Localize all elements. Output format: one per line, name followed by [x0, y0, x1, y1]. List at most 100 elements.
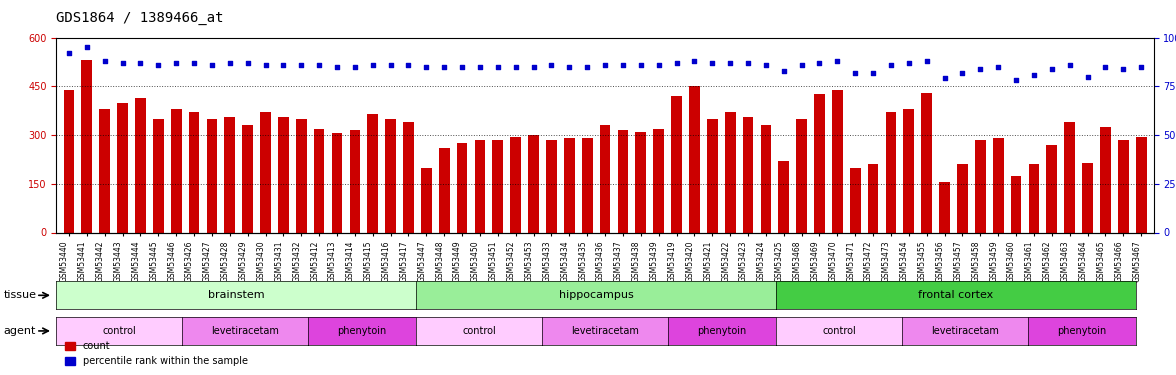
- Point: [1042, 66, 1061, 72]
- Bar: [1136, 136, 1147, 232]
- Bar: [367, 114, 379, 232]
- Bar: [332, 134, 342, 232]
- Bar: [64, 90, 74, 232]
- Bar: [1064, 122, 1075, 232]
- Point: [953, 70, 971, 76]
- Point: [507, 64, 526, 70]
- Point: [577, 64, 596, 70]
- Text: control: control: [822, 326, 856, 336]
- Bar: [118, 102, 128, 232]
- Point: [882, 62, 901, 68]
- Point: [488, 64, 507, 70]
- Point: [828, 58, 847, 64]
- Point: [846, 70, 864, 76]
- Bar: [635, 132, 646, 232]
- Text: control: control: [102, 326, 136, 336]
- Text: frontal cortex: frontal cortex: [918, 290, 994, 300]
- Point: [774, 68, 793, 74]
- Bar: [743, 117, 754, 232]
- Text: phenytoin: phenytoin: [697, 326, 747, 336]
- Point: [60, 50, 79, 56]
- Point: [220, 60, 239, 66]
- Point: [399, 62, 417, 68]
- Point: [793, 62, 811, 68]
- Point: [917, 58, 936, 64]
- Bar: [654, 129, 664, 232]
- Bar: [779, 161, 789, 232]
- Point: [417, 64, 436, 70]
- Point: [78, 44, 96, 50]
- Point: [1007, 77, 1025, 83]
- Point: [470, 64, 489, 70]
- Text: levetiracetam: levetiracetam: [212, 326, 279, 336]
- Bar: [99, 109, 111, 232]
- Point: [560, 64, 579, 70]
- Point: [595, 62, 614, 68]
- Point: [256, 62, 275, 68]
- Bar: [1118, 140, 1129, 232]
- Text: hippocampus: hippocampus: [559, 290, 634, 300]
- Bar: [671, 96, 682, 232]
- Bar: [296, 119, 307, 232]
- Text: GDS1864 / 1389466_at: GDS1864 / 1389466_at: [56, 11, 223, 25]
- Bar: [600, 125, 610, 232]
- Point: [935, 75, 954, 81]
- Text: levetiracetam: levetiracetam: [572, 326, 639, 336]
- Bar: [1047, 145, 1057, 232]
- Bar: [225, 117, 235, 232]
- Text: levetiracetam: levetiracetam: [931, 326, 998, 336]
- Bar: [796, 119, 807, 232]
- Point: [524, 64, 543, 70]
- Bar: [814, 94, 824, 232]
- Bar: [689, 86, 700, 232]
- Bar: [975, 140, 985, 232]
- Bar: [349, 130, 360, 232]
- Point: [149, 62, 168, 68]
- Bar: [886, 112, 896, 232]
- Bar: [493, 140, 503, 232]
- Bar: [278, 117, 289, 232]
- Bar: [761, 125, 771, 232]
- Point: [989, 64, 1008, 70]
- Text: tissue: tissue: [4, 290, 36, 300]
- Point: [381, 62, 400, 68]
- Point: [739, 60, 757, 66]
- Bar: [1100, 127, 1111, 232]
- Text: brainstem: brainstem: [208, 290, 265, 300]
- Point: [1024, 72, 1043, 78]
- Bar: [260, 112, 270, 232]
- Point: [810, 60, 829, 66]
- Bar: [957, 164, 968, 232]
- Point: [1131, 64, 1150, 70]
- Point: [435, 64, 454, 70]
- Text: control: control: [462, 326, 496, 336]
- Bar: [510, 136, 521, 232]
- Bar: [403, 122, 414, 232]
- Point: [703, 60, 722, 66]
- Bar: [153, 119, 163, 232]
- Bar: [171, 109, 181, 232]
- Point: [328, 64, 347, 70]
- Point: [684, 58, 703, 64]
- Bar: [242, 125, 253, 232]
- Bar: [564, 138, 575, 232]
- Bar: [903, 109, 914, 232]
- Point: [167, 60, 186, 66]
- Point: [346, 64, 365, 70]
- Legend: count, percentile rank within the sample: count, percentile rank within the sample: [61, 338, 252, 370]
- Point: [1096, 64, 1115, 70]
- Point: [309, 62, 328, 68]
- Point: [1078, 74, 1097, 80]
- Bar: [188, 112, 200, 232]
- Bar: [993, 138, 1003, 232]
- Bar: [421, 168, 432, 232]
- Bar: [135, 98, 146, 232]
- Point: [863, 70, 882, 76]
- Bar: [868, 164, 878, 232]
- Bar: [1082, 163, 1093, 232]
- Bar: [1010, 176, 1022, 232]
- Bar: [475, 140, 486, 232]
- Point: [971, 66, 990, 72]
- Point: [113, 60, 132, 66]
- Point: [649, 62, 668, 68]
